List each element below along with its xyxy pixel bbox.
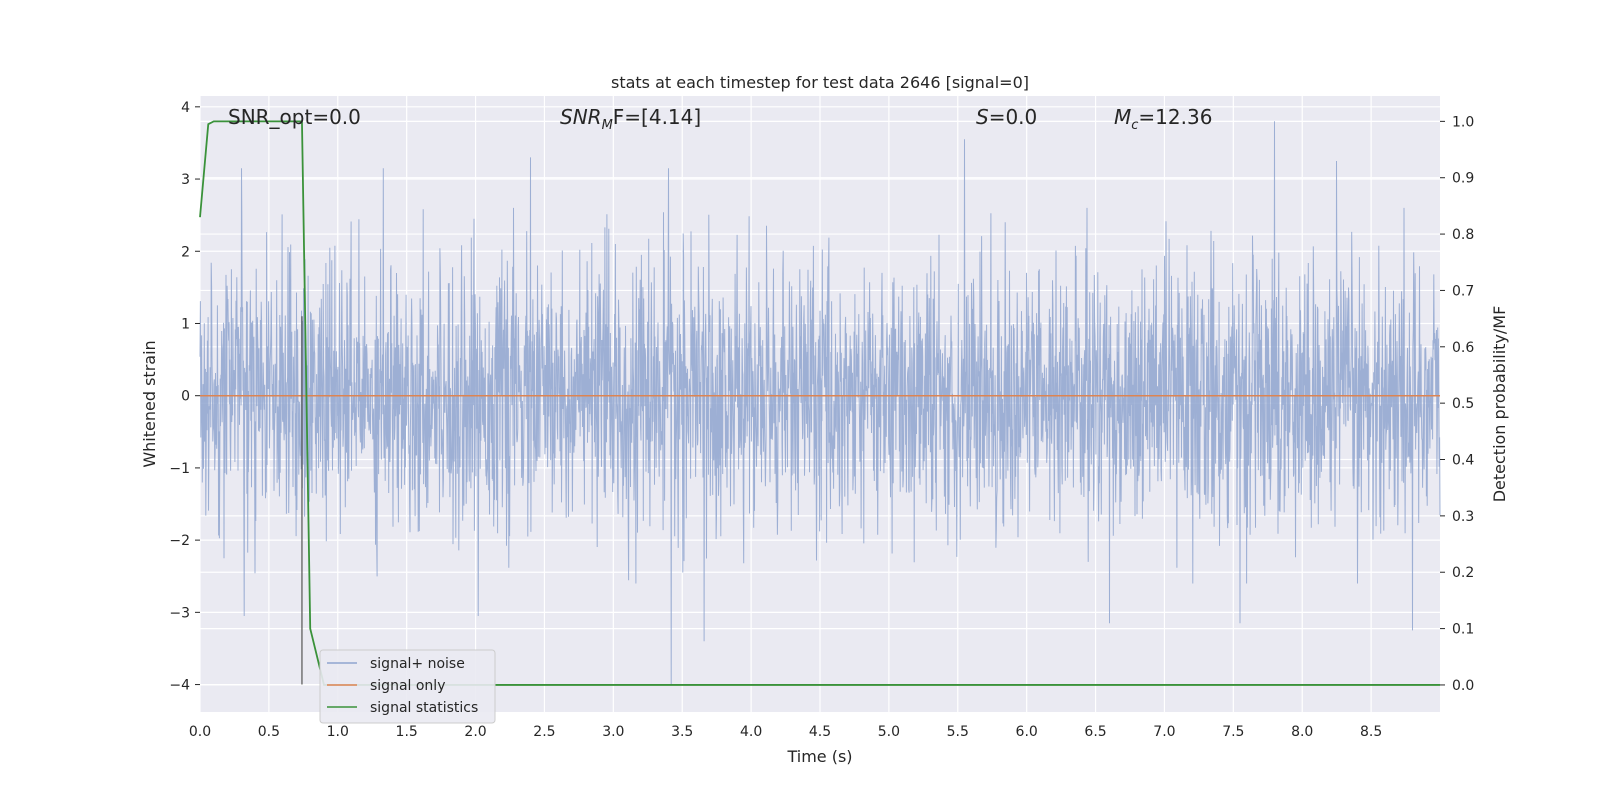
x-tick-label: 1.0 <box>327 724 349 740</box>
legend: signal+ noise signal only signal statist… <box>319 649 496 724</box>
y2-axis-label: Detection probability/MF <box>1490 306 1509 503</box>
series-signal-statistics <box>199 120 1440 686</box>
snr-mf-sub: M <box>602 118 613 133</box>
legend-label-signal-only: signal only <box>370 678 445 694</box>
x-tick-label: 2.5 <box>533 724 555 740</box>
y2-tick-label: 0.9 <box>1452 171 1474 187</box>
legend-box <box>319 649 496 724</box>
y2-tick-label: 0.3 <box>1452 509 1474 525</box>
y-tick-label: −4 <box>169 678 190 694</box>
y-tick-label: 3 <box>181 172 190 188</box>
s-rest: =0.0 <box>989 105 1038 129</box>
mc-sub: c <box>1131 118 1138 133</box>
x-tick-label: 6.0 <box>1016 724 1038 740</box>
y2-tick-label: 0.2 <box>1452 565 1474 581</box>
annotation-mc: Mc=12.36 <box>1114 105 1212 133</box>
x-tick-label: 4.0 <box>740 724 762 740</box>
annotation-s: S=0.0 <box>976 105 1037 129</box>
y-tick-label: 1 <box>181 316 190 332</box>
y-axis-label: Whitened strain <box>140 340 159 467</box>
x-tick-label: 1.5 <box>396 724 418 740</box>
noise-series <box>199 121 1441 685</box>
x-tick-label: 2.0 <box>464 724 486 740</box>
y-tick-label: −3 <box>169 605 190 621</box>
x-tick-label: 7.0 <box>1153 724 1175 740</box>
y-ticks: 4 3 2 1 0 −1 −2 −3 −4 <box>169 100 200 694</box>
legend-label-signal-noise: signal+ noise <box>370 656 465 672</box>
y2-tick-label: 0.7 <box>1452 283 1474 299</box>
y2-tick-label: 0.1 <box>1452 622 1474 638</box>
mc-rest: =12.36 <box>1138 105 1212 129</box>
y-tick-label: 4 <box>181 100 190 116</box>
annotation-snr-mf: SNRMF=[4.14] <box>560 105 701 133</box>
x-tick-label: 7.5 <box>1222 724 1244 740</box>
y2-tick-label: 0.0 <box>1452 678 1474 694</box>
s-main: S <box>976 105 989 129</box>
y2-tick-label: 0.6 <box>1452 340 1474 356</box>
snr-mf-main: SNR <box>560 105 602 129</box>
x-tick-label: 0.0 <box>189 724 211 740</box>
x-tick-label: 5.5 <box>947 724 969 740</box>
x-tick-label: 5.0 <box>878 724 900 740</box>
y-tick-label: 2 <box>181 244 190 260</box>
series-signal-noise <box>199 121 1441 685</box>
chart-title: stats at each timestep for test data 264… <box>611 73 1029 92</box>
x-ticks: 0.0 0.5 1.0 1.5 2.0 2.5 3.0 3.5 4.0 4.5 5.0 5.5 6.0 6… <box>189 724 1382 740</box>
x-tick-label: 8.0 <box>1291 724 1313 740</box>
x-tick-label: 0.5 <box>258 724 280 740</box>
annotation-snr-opt: SNR_opt=0.0 <box>228 105 361 129</box>
y2-tick-label: 0.8 <box>1452 227 1474 243</box>
y2-tick-label: 0.5 <box>1452 396 1474 412</box>
y2-tick-label: 0.4 <box>1452 453 1474 469</box>
x-tick-label: 6.5 <box>1084 724 1106 740</box>
legend-label-signal-statistics: signal statistics <box>370 700 478 716</box>
y2-ticks: 1.0 0.9 0.8 0.7 0.6 0.5 0.4 0.3 0.2 0.1 0.0 <box>1440 114 1474 694</box>
x-axis-label: Time (s) <box>786 747 852 766</box>
y-tick-label: −1 <box>169 461 190 477</box>
series-lines <box>199 120 1440 686</box>
y-tick-label: −2 <box>169 533 190 549</box>
y-tick-label: 0 <box>181 389 190 405</box>
x-tick-label: 8.5 <box>1360 724 1382 740</box>
x-tick-label: 4.5 <box>809 724 831 740</box>
y2-tick-label: 1.0 <box>1452 114 1474 130</box>
snr-mf-rest: F=[4.14] <box>613 105 701 129</box>
mc-main: M <box>1114 105 1131 129</box>
x-tick-label: 3.0 <box>602 724 624 740</box>
x-tick-label: 3.5 <box>671 724 693 740</box>
